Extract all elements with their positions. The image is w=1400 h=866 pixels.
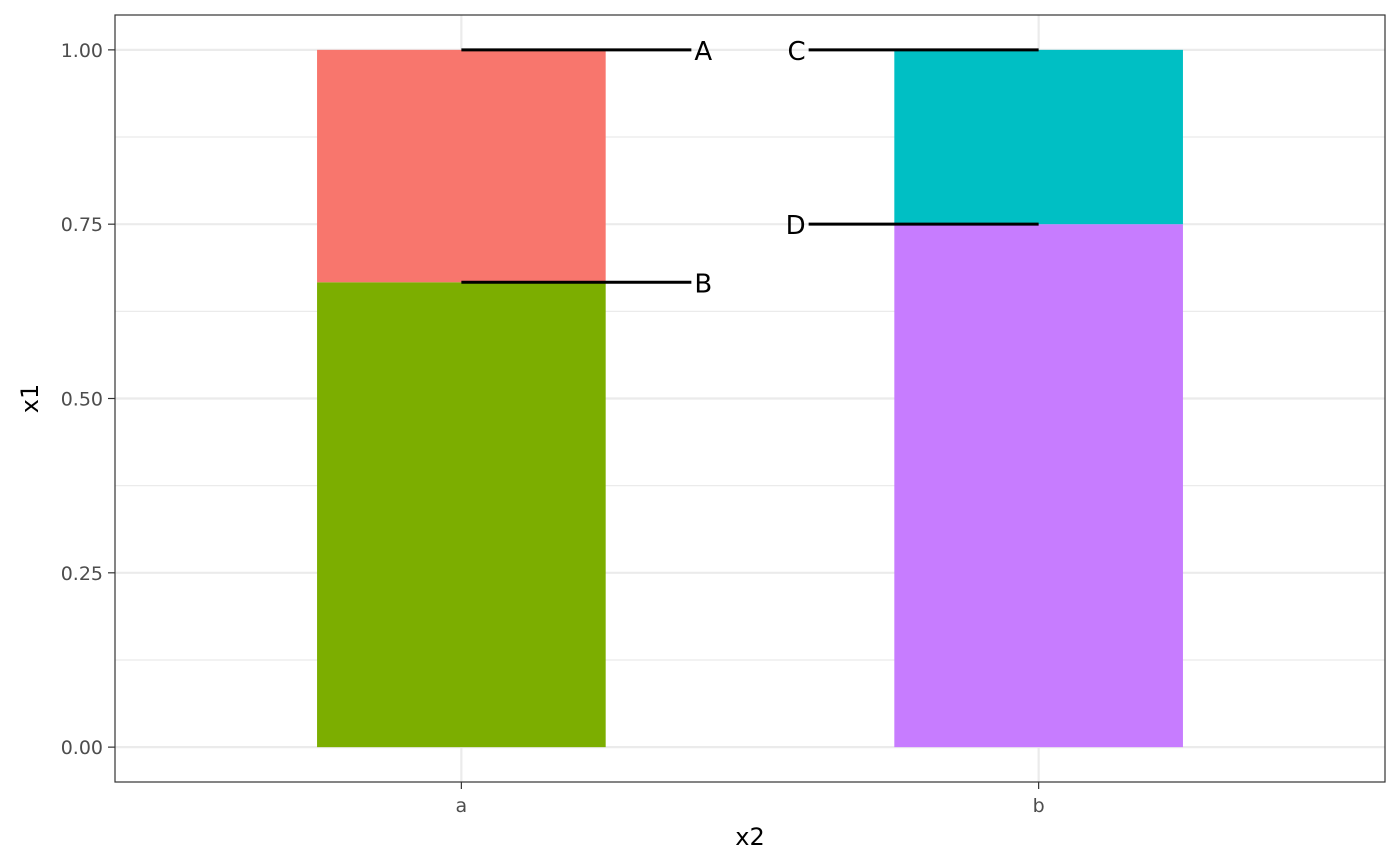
x-tick-label: b	[1033, 795, 1045, 817]
bar-segment-a-B	[317, 282, 606, 748]
annotation-label-C: C	[787, 37, 805, 67]
annotation-label-B: B	[694, 269, 712, 299]
bar-segment-b-C	[894, 49, 1183, 225]
annotation-label-A: A	[694, 37, 712, 67]
y-tick-label: 0.50	[61, 389, 103, 411]
x-axis-title: x2	[735, 823, 764, 851]
y-axis-title: x1	[16, 384, 44, 413]
annotation-label-D: D	[786, 211, 806, 241]
bars	[317, 49, 1183, 748]
bar-segment-b-D	[894, 224, 1183, 748]
bar-segment-a-A	[317, 49, 606, 283]
y-axis: 0.00 0.25 0.50 0.75 1.00	[61, 40, 115, 759]
bar-annotations: A B C D	[461, 37, 1039, 299]
y-tick-label: 0.00	[61, 737, 103, 759]
y-tick-label: 1.00	[61, 40, 103, 62]
y-tick-label: 0.25	[61, 563, 103, 585]
y-tick-label: 0.75	[61, 214, 103, 236]
x-tick-label: a	[456, 795, 468, 817]
